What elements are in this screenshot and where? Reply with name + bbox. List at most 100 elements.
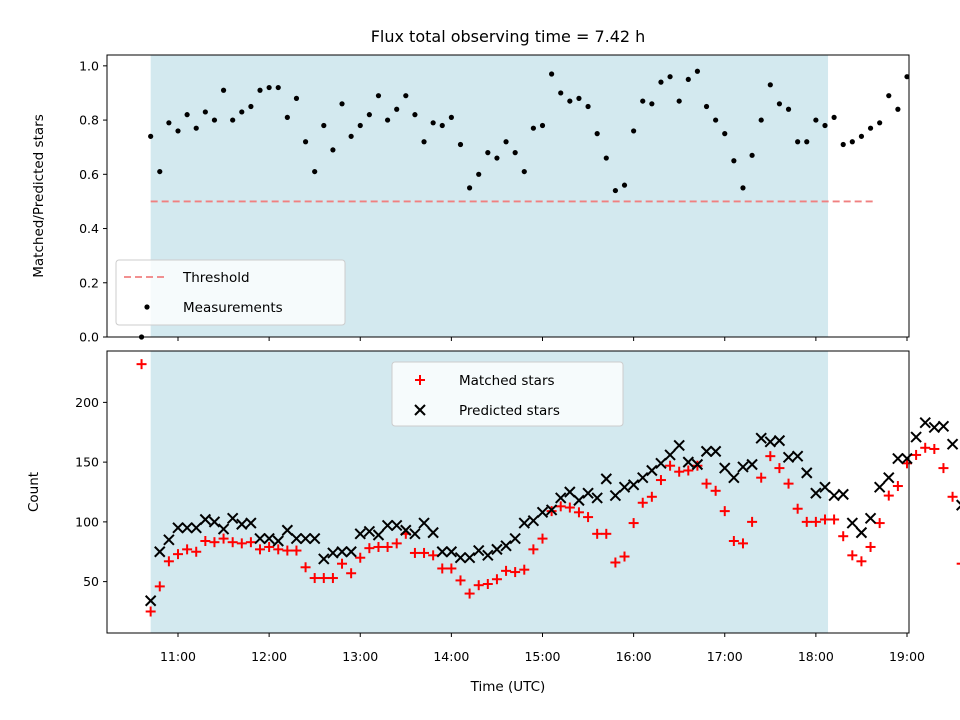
measurement-point <box>813 117 819 123</box>
predicted-star-point <box>791 450 804 462</box>
measurement-point <box>621 182 628 188</box>
measurement-point <box>567 98 573 104</box>
predicted-star-point-b <box>290 532 303 545</box>
top-y-tick-label: 0.8 <box>79 113 99 128</box>
matched-star-point <box>428 550 439 561</box>
matched-star-point <box>637 497 648 508</box>
matched-star-point <box>819 514 830 525</box>
x-tick-label: 12:00 <box>251 649 287 664</box>
predicted-star-point-b <box>254 532 266 545</box>
predicted-star-point-b <box>172 522 184 534</box>
matched-star-point <box>956 562 960 565</box>
matched-star-point <box>555 501 566 512</box>
matched-star-point <box>391 538 402 549</box>
predicted-star-point-b <box>482 549 494 562</box>
predicted-star-point-b <box>564 486 576 498</box>
matched-star-point <box>501 565 512 576</box>
predicted-star-point <box>536 506 549 519</box>
bottom-axes-frame <box>106 350 910 634</box>
predicted-star-point-b <box>372 529 385 541</box>
matched-star-point <box>491 574 502 585</box>
predicted-star-point <box>400 524 412 536</box>
matched-star-point <box>455 575 466 586</box>
x-tick-label: 11:00 <box>160 649 196 664</box>
measurement-point <box>685 76 691 83</box>
measurement-point <box>503 139 509 145</box>
top-y-axis: 0.0 0.2 0.4 0.6 0.8 1.0 <box>79 58 107 345</box>
predicted-star-point-b <box>409 528 421 540</box>
predicted-star-point <box>709 445 722 458</box>
measurement-point <box>776 101 783 107</box>
predicted-star-point <box>254 532 266 545</box>
top-x-ticks <box>177 337 908 341</box>
measurement-point <box>485 150 491 156</box>
predicted-star-point-b <box>637 471 649 484</box>
matched-star-point <box>592 528 603 539</box>
bottom-legend-box <box>391 361 624 427</box>
predicted-star-point-b <box>245 517 257 529</box>
predicted-star-point-b <box>883 471 895 484</box>
measurement-point <box>731 158 737 164</box>
predicted-star-point-b <box>199 513 212 526</box>
matched-star-point <box>419 547 430 558</box>
matched-star-point <box>355 552 366 563</box>
predicted-star-point <box>445 546 458 558</box>
measurement-point <box>941 117 946 122</box>
measurement-point <box>849 139 855 145</box>
predicted-star-point <box>564 486 576 498</box>
matched-star-point <box>136 359 147 370</box>
predicted-star-point-b <box>719 462 731 474</box>
matched-star-point <box>528 544 539 555</box>
matched-star-point <box>737 538 748 549</box>
matched-star-point <box>892 481 903 492</box>
measurement-point <box>795 139 801 145</box>
predicted-star-point <box>728 471 740 484</box>
predicted-star-point <box>782 451 795 464</box>
predicted-star-point-b <box>755 432 767 444</box>
matched-star-point <box>728 535 739 546</box>
predicted-star-point <box>482 549 494 562</box>
matched-star-point <box>573 507 584 518</box>
measurement-point <box>694 68 701 74</box>
predicted-star-point <box>545 504 558 516</box>
predicted-star-point <box>172 522 184 534</box>
predicted-star-point-b <box>682 456 695 468</box>
measurement-point <box>549 71 555 77</box>
predicted-star-point <box>627 479 640 491</box>
predicted-star-point <box>955 499 960 511</box>
predicted-star-point <box>846 517 859 529</box>
matched-star-point <box>273 544 284 555</box>
predicted-star-point <box>600 473 612 485</box>
measurement-point <box>166 120 172 126</box>
predicted-star-point-b <box>801 467 813 479</box>
measurement-point <box>220 87 227 93</box>
matched-star-point <box>683 465 694 476</box>
predicted-star-point <box>372 529 385 541</box>
predicted-star-point-b <box>910 431 922 443</box>
measurement-point <box>275 84 281 91</box>
predicted-star-point <box>163 534 175 546</box>
predicted-star-point <box>719 462 731 474</box>
predicted-star-point <box>473 544 485 557</box>
measurement-point <box>403 93 409 99</box>
predicted-star-point <box>746 458 758 471</box>
x-axis-label: Time (UTC) <box>470 679 546 695</box>
matched-star-point <box>373 541 384 552</box>
predicted-star-point-b <box>773 434 786 447</box>
measurement-point <box>932 96 937 101</box>
predicted-star-point-b <box>318 553 330 565</box>
measurements-legend-swatch <box>144 304 150 310</box>
predicted-star-point-b <box>919 416 931 429</box>
measurement-point <box>585 103 591 110</box>
measurement-point <box>749 152 755 158</box>
measurement-point <box>202 109 208 115</box>
measurement-point <box>175 128 181 134</box>
matched-star-point <box>838 531 849 542</box>
measurement-point <box>840 141 846 148</box>
predicted-star-point-b <box>810 487 822 499</box>
measurement-point <box>148 133 154 139</box>
predicted-star-point <box>946 438 959 450</box>
predicted-star-point <box>190 522 202 534</box>
predicted-star-point-b <box>782 451 795 464</box>
predicted-star-point-b <box>846 517 859 529</box>
